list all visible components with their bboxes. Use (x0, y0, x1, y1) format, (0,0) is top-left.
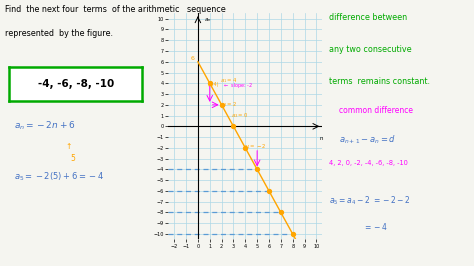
Text: common difference: common difference (339, 106, 413, 115)
Point (277, 210, 284, 215)
Text: terms  remains constant.: terms remains constant. (329, 77, 430, 86)
Text: $\uparrow$: $\uparrow$ (64, 141, 73, 151)
Text: $a_5 = a_4 - 2 \ = -2 - 2$: $a_5 = a_4 - 2 \ = -2 - 2$ (329, 194, 411, 207)
Text: $a_4 = -2$: $a_4 = -2$ (243, 143, 266, 151)
Text: $a_n = -2n + 6$: $a_n = -2n + 6$ (14, 120, 76, 132)
Text: (1,4): (1,4) (207, 82, 219, 87)
Text: 6: 6 (191, 56, 194, 61)
Text: $a_{n+1} - a_n = d$: $a_{n+1} - a_n = d$ (339, 133, 396, 146)
Text: $\leftarrow$ slope: -2: $\leftarrow$ slope: -2 (223, 81, 253, 90)
Text: $a_5 = -2(5) + 6 = -4$: $a_5 = -2(5) + 6 = -4$ (14, 170, 104, 183)
Text: n: n (319, 136, 323, 141)
Point (241, 146, 249, 150)
Text: $a_2 = 2$: $a_2 = 2$ (220, 101, 237, 109)
Text: -4, -6, -8, -10: -4, -6, -8, -10 (38, 79, 114, 89)
Text: $a_1 = 4$: $a_1 = 4$ (220, 76, 237, 85)
Text: any two consecutive: any two consecutive (329, 45, 412, 54)
Text: represented  by the figure.: represented by the figure. (5, 29, 113, 38)
Point (206, 81, 213, 85)
Text: difference between: difference between (329, 13, 408, 22)
Point (218, 103, 225, 107)
Text: $a_3 = 0$: $a_3 = 0$ (231, 111, 248, 120)
Text: 5: 5 (70, 154, 75, 163)
Point (265, 189, 273, 193)
Point (229, 124, 237, 128)
Text: $a_n$: $a_n$ (204, 16, 211, 24)
Text: Find  the next four  terms  of the arithmetic   sequence: Find the next four terms of the arithmet… (5, 5, 226, 14)
Text: 4, 2, 0, -2, -4, -6, -8, -10: 4, 2, 0, -2, -4, -6, -8, -10 (329, 160, 408, 166)
Point (289, 232, 297, 236)
Point (253, 167, 261, 172)
Text: $= -4$: $= -4$ (363, 221, 388, 232)
